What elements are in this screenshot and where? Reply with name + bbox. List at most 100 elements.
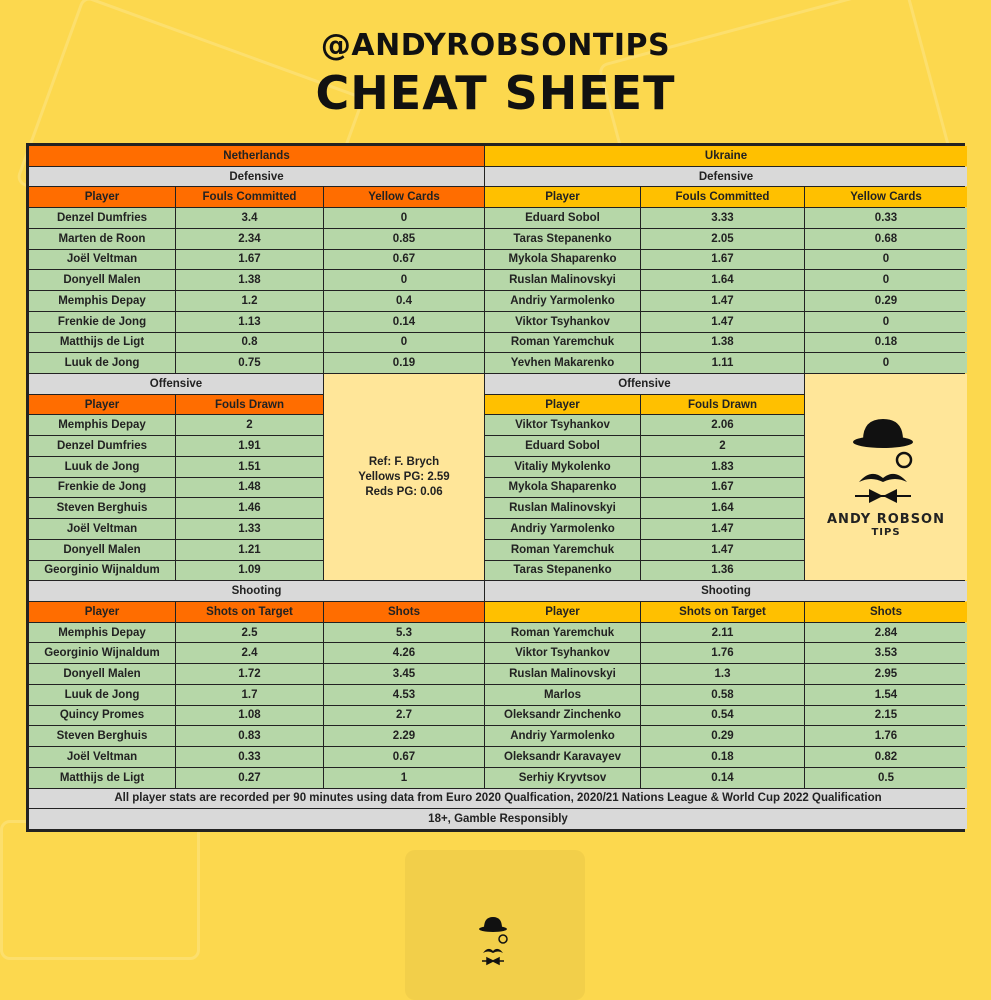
stat-value: 2.4 [176,643,323,664]
stat-value: 0 [805,249,967,270]
stat-value: 1.38 [176,270,323,291]
stat-value: 0.33 [805,208,967,228]
cheat-sheet-table: Netherlands Defensive Player Fouls Committe… [26,143,967,832]
player-name: Andriy Yarmolenko [485,291,640,311]
player-name: Memphis Depay [29,415,175,436]
stat-value: 0.4 [324,291,484,311]
stat-value: 0.14 [641,767,804,788]
player-name: Marten de Roon [29,228,175,249]
logo-subtext: TIPS [871,527,901,539]
player-name: Frenkie de Jong [29,477,175,498]
stat-value: 1.2 [176,291,323,311]
stat-value: 0.67 [324,747,484,767]
stat-value: 1.33 [176,519,323,539]
stat-value: 0.8 [176,332,323,353]
logo-text: ANDY ROBSON [827,512,945,528]
column-header: Shots [324,601,484,622]
player-name: Yevhen Makarenko [485,353,640,373]
column-header: Fouls Drawn [641,394,804,415]
player-name: Joël Veltman [29,519,175,539]
stat-value: 1.36 [641,560,804,581]
stat-value: 1.11 [641,353,804,373]
stat-value: 1.47 [641,311,804,332]
player-name: Roman Yaremchuk [485,332,640,353]
stat-value: 2 [176,415,323,436]
column-header: Fouls Committed [176,187,323,208]
stat-value: 1.51 [176,456,323,477]
stat-value: 0.14 [324,311,484,332]
player-name: Memphis Depay [29,622,175,643]
column-header: Yellow Cards [805,187,967,208]
stat-value: 2.84 [805,622,967,643]
bowler-hat-monocle-moustache-bowtie-icon [853,419,913,504]
player-name: Taras Stepanenko [485,560,640,581]
player-name: Denzel Dumfries [29,436,175,456]
referee-reds: Reds PG: 0.06 [365,485,443,498]
player-name: Eduard Sobol [485,208,640,228]
stat-value: 0.54 [641,705,804,726]
stat-value: 3.45 [324,664,484,684]
stat-value: 1.38 [641,332,804,353]
stat-value: 1.13 [176,311,323,332]
stat-value: 0.18 [641,747,804,767]
player-name: Roman Yaremchuk [485,622,640,643]
player-name: Roman Yaremchuk [485,539,640,560]
stat-value: 0.29 [805,291,967,311]
player-name: Luuk de Jong [29,353,175,373]
stat-value: 0.27 [176,767,323,788]
player-name: Oleksandr Karavayev [485,747,640,767]
page-title: CHEAT SHEET [315,66,676,120]
stat-value: 2.05 [641,228,804,249]
column-header: Player [29,187,175,208]
stat-value: 1.7 [176,684,323,705]
player-name: Viktor Tsyhankov [485,311,640,332]
player-name: Steven Berghuis [29,726,175,747]
stat-value: 0.19 [324,353,484,373]
column-header: Yellow Cards [324,187,484,208]
ukraine-defensive-section-title: Defensive [485,166,967,187]
stat-value: 2.95 [805,664,967,684]
player-name: Ruslan Malinovskyi [485,270,640,291]
stat-value: 1.67 [641,249,804,270]
ukraine-shooting-section-title: Shooting [485,581,967,601]
column-header: Player [29,601,175,622]
stat-value: 1.64 [641,270,804,291]
player-name: Georginio Wijnaldum [29,560,175,581]
player-name: Steven Berghuis [29,498,175,519]
player-name: Viktor Tsyhankov [485,415,640,436]
stat-value: 0.18 [805,332,967,353]
stat-value: 2.5 [176,622,323,643]
stat-value: 0 [805,311,967,332]
referee-info: Ref: F. Brych Yellows PG: 2.59 Reds PG: 0.… [324,373,484,581]
stat-value: 0.85 [324,228,484,249]
stat-value: 0 [324,332,484,353]
stat-value: 0.5 [805,767,967,788]
stat-value: 2.11 [641,622,804,643]
player-name: Mykola Shaparenko [485,477,640,498]
player-name: Denzel Dumfries [29,208,175,228]
stat-value: 2.06 [641,415,804,436]
player-name: Donyell Malen [29,270,175,291]
stat-value: 1.64 [641,498,804,519]
stat-value: 5.3 [324,622,484,643]
player-name: Ruslan Malinovskyi [485,664,640,684]
stat-value: 0 [324,208,484,228]
stat-value: 1.72 [176,664,323,684]
column-header: Shots on Target [641,601,804,622]
stat-value: 1.67 [641,477,804,498]
player-name: Taras Stepanenko [485,228,640,249]
stat-value: 4.53 [324,684,484,705]
gamble-responsibly-notice: 18+, Gamble Responsibly [29,809,967,829]
stat-value: 0.58 [641,684,804,705]
player-name: Frenkie de Jong [29,311,175,332]
referee-yellows: Yellows PG: 2.59 [358,470,450,483]
player-name: Vitaliy Mykolenko [485,456,640,477]
player-name: Oleksandr Zinchenko [485,705,640,726]
column-header: Player [485,601,640,622]
stat-value: 3.33 [641,208,804,228]
stat-value: 1.83 [641,456,804,477]
stat-value: 3.53 [805,643,967,664]
player-name: Matthijs de Ligt [29,332,175,353]
netherlands-offensive-section-title: Offensive [29,373,323,394]
stat-value: 2.7 [324,705,484,726]
